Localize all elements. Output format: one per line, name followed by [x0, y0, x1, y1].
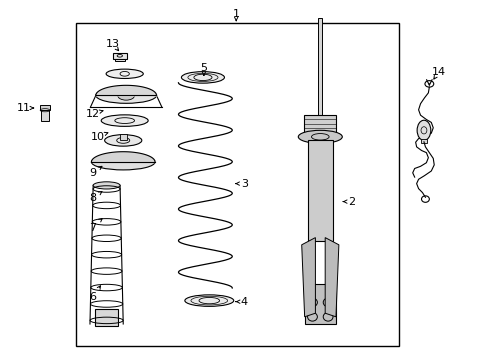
Ellipse shape [416, 120, 430, 140]
Bar [304, 284, 335, 324]
Polygon shape [325, 238, 338, 317]
Text: 5: 5 [200, 63, 207, 73]
Ellipse shape [104, 135, 142, 146]
Text: 8: 8 [89, 193, 96, 203]
Bar [304, 115, 336, 140]
Bar [76, 23, 398, 346]
Text: 14: 14 [431, 67, 445, 77]
Bar [115, 59, 124, 61]
Ellipse shape [118, 91, 134, 100]
Ellipse shape [106, 69, 143, 78]
Polygon shape [301, 238, 315, 317]
Ellipse shape [298, 130, 342, 143]
Text: 6: 6 [89, 292, 96, 302]
Bar [113, 53, 126, 59]
Bar [95, 309, 118, 325]
Bar [40, 105, 50, 111]
Bar [120, 134, 126, 140]
Text: 12: 12 [86, 109, 100, 120]
Ellipse shape [91, 154, 155, 170]
Ellipse shape [181, 72, 224, 83]
Bar [307, 140, 332, 241]
Bar [420, 139, 426, 143]
Ellipse shape [101, 115, 148, 126]
Text: 1: 1 [232, 9, 239, 19]
Ellipse shape [118, 155, 128, 161]
Text: 9: 9 [89, 168, 96, 178]
Text: 11: 11 [17, 103, 30, 113]
Text: 13: 13 [105, 39, 119, 49]
Ellipse shape [96, 87, 156, 103]
Text: 3: 3 [241, 179, 247, 189]
Text: 4: 4 [241, 297, 247, 307]
Text: 7: 7 [89, 222, 96, 233]
Text: 2: 2 [348, 197, 355, 207]
Bar [318, 18, 322, 115]
Text: 10: 10 [91, 132, 104, 142]
Ellipse shape [184, 295, 233, 306]
Ellipse shape [93, 182, 120, 189]
Bar [41, 111, 49, 121]
